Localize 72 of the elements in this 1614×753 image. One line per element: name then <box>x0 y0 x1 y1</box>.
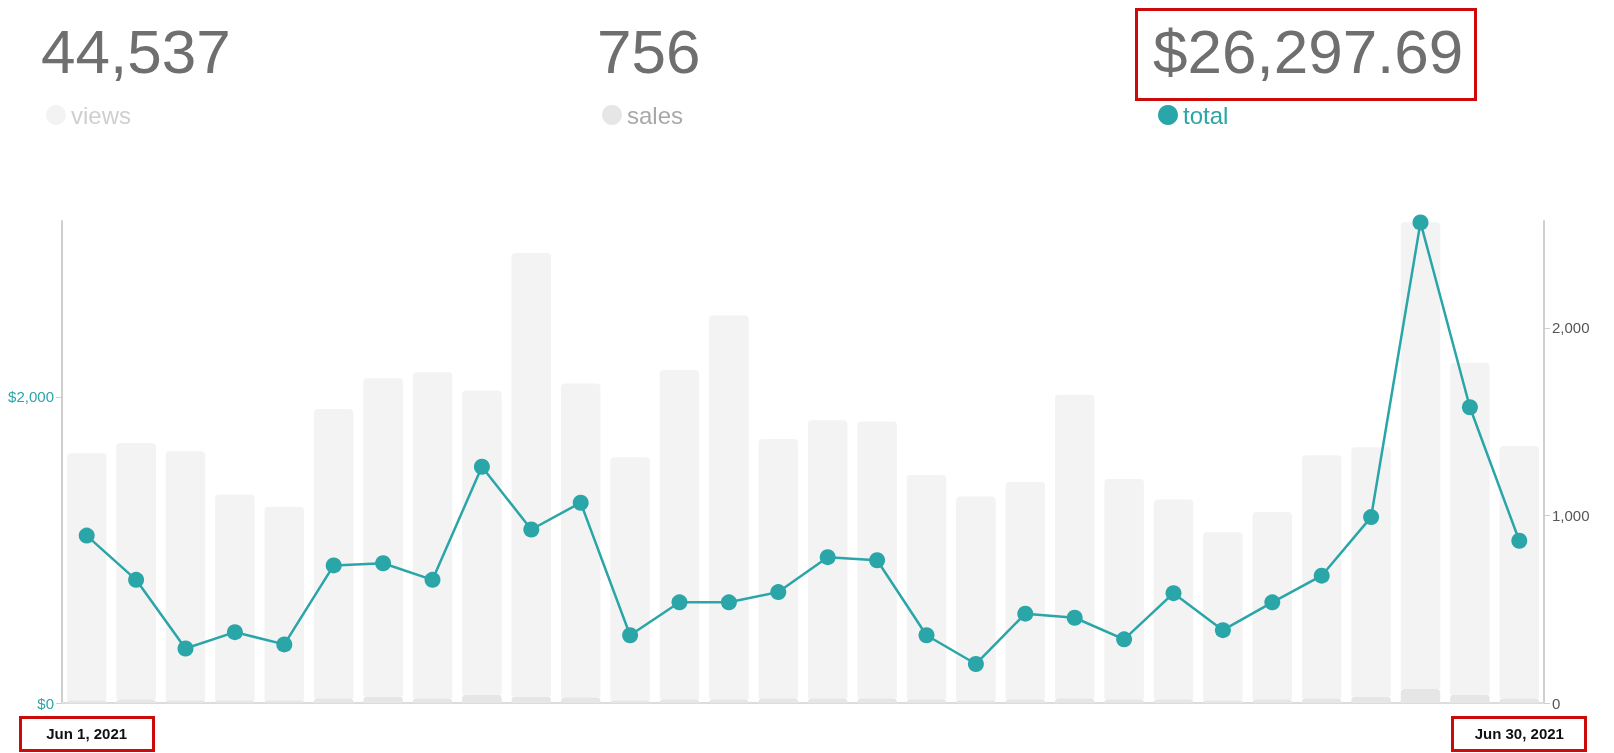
point <box>78 527 95 544</box>
bar <box>313 409 354 699</box>
point <box>276 636 293 653</box>
point <box>770 584 787 601</box>
bar <box>66 453 107 701</box>
bar <box>1400 222 1441 689</box>
point <box>1165 585 1182 602</box>
bar <box>659 370 700 700</box>
bar <box>1499 446 1540 699</box>
point <box>226 624 243 641</box>
x-tick-label: Jun 1, 2021 <box>46 725 128 742</box>
bar <box>1450 362 1490 695</box>
bar <box>906 474 947 700</box>
point <box>1363 509 1380 526</box>
bar <box>956 496 996 701</box>
bar <box>857 421 897 699</box>
legend-label: total <box>1183 101 1229 129</box>
bar <box>610 457 650 701</box>
point <box>1461 399 1478 416</box>
bar <box>1203 532 1243 701</box>
point <box>1412 214 1429 231</box>
bar <box>709 315 749 700</box>
point <box>375 555 392 572</box>
bar <box>758 438 799 699</box>
bar <box>264 506 305 701</box>
y2-tick-label: 0 <box>1552 694 1561 712</box>
bar <box>165 451 206 701</box>
point <box>1116 631 1133 648</box>
y2-tick-label: 2,000 <box>1552 319 1590 337</box>
point <box>1214 622 1231 639</box>
point <box>424 571 441 588</box>
point <box>128 571 145 588</box>
bar <box>363 378 403 697</box>
point <box>325 557 342 574</box>
point <box>720 594 737 611</box>
bar <box>1153 499 1194 700</box>
y2-tick-label: 1,000 <box>1552 506 1590 524</box>
bar <box>1252 511 1293 700</box>
point <box>1511 532 1528 549</box>
text: 756 <box>597 16 701 86</box>
point <box>523 521 540 538</box>
point <box>1313 567 1330 584</box>
point <box>967 655 984 672</box>
point <box>1264 594 1281 611</box>
bar <box>412 372 453 699</box>
text: $26,297.69 <box>1153 16 1464 86</box>
point <box>869 552 886 569</box>
point <box>819 549 836 566</box>
y-tick-label: $0 <box>37 694 54 712</box>
bar <box>1351 447 1391 697</box>
bar <box>1054 394 1095 699</box>
bar <box>116 443 156 700</box>
point <box>622 627 639 644</box>
bar <box>1005 482 1046 700</box>
text: 44,537 <box>41 16 231 86</box>
bar <box>511 252 552 697</box>
point <box>473 458 490 475</box>
point <box>177 640 194 657</box>
bar <box>462 390 502 695</box>
point <box>671 594 688 611</box>
bar <box>215 494 255 701</box>
point <box>572 494 589 511</box>
bar <box>1301 455 1342 699</box>
bar <box>807 420 848 699</box>
x-tick-label: Jun 30, 2021 <box>1474 725 1564 742</box>
point <box>1017 605 1034 622</box>
bar <box>1104 478 1144 700</box>
bar <box>560 383 601 698</box>
y-tick-label: $2,000 <box>8 388 54 406</box>
point <box>918 627 935 644</box>
legend-label: sales <box>627 101 684 129</box>
point <box>1066 609 1083 626</box>
